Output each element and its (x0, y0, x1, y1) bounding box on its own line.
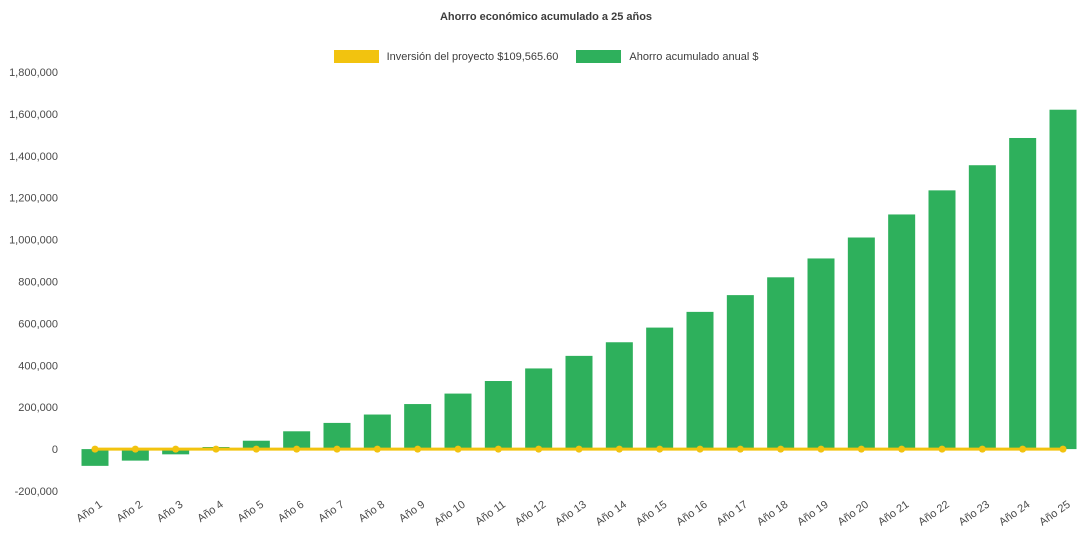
bar-año-10 (444, 393, 472, 450)
x-axis-label: Año 6 (276, 499, 306, 525)
bar-año-19 (807, 258, 835, 450)
x-axis-label: Año 10 (432, 499, 467, 529)
investment-line-point (172, 445, 180, 453)
bar-año-7 (323, 422, 351, 450)
x-axis-label: Año 17 (715, 499, 750, 529)
investment-line-point (817, 445, 825, 453)
y-axis-tick-label: 1,000,000 (9, 235, 58, 247)
investment-line-point (1059, 445, 1067, 453)
x-axis-label: Año 11 (473, 499, 508, 528)
x-axis-label: Año 21 (876, 499, 911, 529)
investment-line-point (252, 445, 260, 453)
bar-año-11 (484, 381, 512, 450)
x-axis-label: Año 22 (916, 499, 951, 529)
x-axis-label: Año 1 (74, 499, 104, 525)
x-axis-label: Año 3 (155, 499, 185, 525)
investment-line-point (978, 445, 986, 453)
x-axis-label: Año 16 (674, 499, 709, 529)
bar-año-18 (767, 277, 795, 450)
x-axis-label: Año 13 (553, 499, 588, 529)
investment-line-point (575, 445, 583, 453)
y-axis-tick-label: 1,600,000 (9, 109, 58, 121)
investment-line-point (615, 445, 623, 453)
bar-año-9 (404, 404, 432, 450)
investment-line-point (91, 445, 99, 453)
y-axis-tick-label: 800,000 (18, 277, 58, 289)
x-axis-label: Año 14 (594, 499, 629, 529)
x-axis-label: Año 25 (1037, 499, 1072, 529)
bar-año-6 (283, 431, 311, 450)
bar-año-8 (363, 414, 391, 450)
x-axis-label: Año 8 (357, 499, 387, 525)
bar-año-23 (968, 165, 996, 450)
investment-line-point (898, 445, 906, 453)
x-axis-label: Año 9 (397, 499, 427, 525)
y-axis-tick-label: 200,000 (18, 402, 58, 414)
bar-año-2 (121, 449, 149, 461)
investment-line-point (494, 445, 502, 453)
legend-item-savings[interactable]: Ahorro acumulado anual $ (576, 50, 758, 63)
investment-line-point (736, 445, 744, 453)
y-axis-tick-label: 1,400,000 (9, 151, 58, 163)
bar-año-12 (525, 368, 553, 450)
investment-line-point (333, 445, 341, 453)
bar-año-14 (605, 342, 633, 450)
y-axis-tick-label: 1,800,000 (9, 67, 58, 79)
investment-line-point (696, 445, 704, 453)
investment-line-point (373, 445, 381, 453)
investment-line-point (938, 445, 946, 453)
legend-label-investment: Inversión del proyecto $109,565.60 (386, 50, 559, 63)
bar-año-13 (565, 355, 593, 450)
investment-line-point (656, 445, 664, 453)
x-axis-label: Año 4 (195, 499, 225, 525)
investment-line-point (777, 445, 785, 453)
x-axis-label: Año 23 (957, 499, 992, 529)
bar-año-5 (242, 440, 270, 450)
y-axis-tick-label: 600,000 (18, 318, 58, 330)
bar-año-20 (847, 237, 875, 450)
legend-swatch-investment-icon (333, 50, 379, 63)
x-axis-label: Año 20 (836, 499, 871, 529)
y-axis-tick-label: 1,200,000 (9, 193, 58, 205)
x-axis-label: Año 5 (236, 499, 266, 525)
x-axis-label: Año 18 (755, 499, 790, 529)
investment-line-point (535, 445, 543, 453)
bar-año-21 (888, 214, 916, 450)
chart-legend: Inversión del proyecto $109,565.60 Ahorr… (0, 50, 1092, 63)
x-axis-label: Año 2 (115, 499, 145, 525)
bar-año-17 (726, 295, 754, 450)
bar-año-24 (1009, 137, 1037, 450)
bar-año-22 (928, 190, 956, 450)
investment-line-point (454, 445, 462, 453)
y-axis-tick-label: 400,000 (18, 360, 58, 372)
legend-swatch-savings-icon (576, 50, 622, 63)
bar-año-15 (646, 327, 674, 450)
x-axis-label: Año 19 (795, 499, 830, 529)
y-axis-tick-label: 0 (52, 444, 58, 456)
bar-año-1 (81, 449, 109, 466)
investment-line-point (414, 445, 422, 453)
x-axis-label: Año 12 (513, 499, 548, 529)
investment-line-point (857, 445, 865, 453)
bar-año-16 (686, 311, 714, 450)
legend-label-savings: Ahorro acumulado anual $ (629, 50, 759, 63)
investment-line-point (131, 445, 139, 453)
chart-title: Ahorro económico acumulado a 25 años (439, 11, 653, 23)
legend-item-investment[interactable]: Inversión del proyecto $109,565.60 (333, 50, 559, 63)
x-axis-label: Año 7 (316, 499, 346, 525)
x-axis-label: Año 15 (634, 499, 669, 529)
investment-line-point (293, 445, 301, 453)
x-axis-label: Año 24 (997, 499, 1032, 529)
investment-line-point (1019, 445, 1027, 453)
bar-año-25 (1049, 109, 1077, 450)
investment-line-point (212, 445, 220, 453)
y-axis-tick-label: -200,000 (15, 486, 58, 498)
